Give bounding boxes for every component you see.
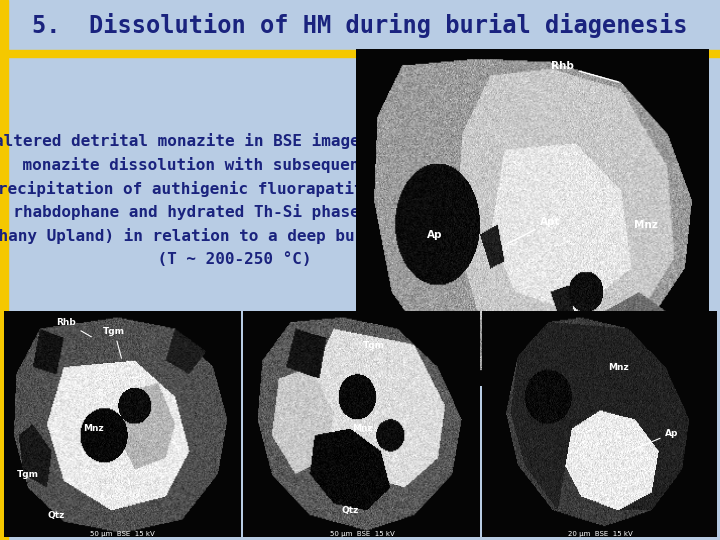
- Text: Qtz: Qtz: [48, 511, 65, 519]
- Text: Ap: Ap: [631, 429, 679, 450]
- Text: Tgm: Tgm: [103, 327, 125, 358]
- Text: Ap: Ap: [427, 230, 442, 240]
- Text: 20 μm  BSE  15 kV: 20 μm BSE 15 kV: [567, 531, 632, 537]
- Text: 50 μm  BSE  15 kV: 50 μm BSE 15 kV: [90, 531, 155, 537]
- Text: Mnz: Mnz: [351, 424, 372, 434]
- Text: Mnz: Mnz: [608, 363, 629, 372]
- Text: 5.  Dissolution of HM during burial diagenesis: 5. Dissolution of HM during burial diage…: [32, 14, 688, 38]
- Text: Rhb: Rhb: [56, 318, 91, 337]
- Text: Apt: Apt: [508, 217, 561, 244]
- Text: Qtz: Qtz: [341, 506, 359, 515]
- Text: Tgm: Tgm: [363, 341, 384, 349]
- Text: altered detrital monazite in BSE image
    monazite dissolution with subsequent
: altered detrital monazite in BSE image m…: [0, 133, 393, 267]
- Text: 50 μm  BSE  15 kV: 50 μm BSE 15 kV: [498, 373, 568, 382]
- Bar: [0, 50, 720, 57]
- Text: Mnz: Mnz: [84, 424, 104, 434]
- Bar: [0, 0, 8, 540]
- Text: Mnz: Mnz: [634, 220, 658, 229]
- Text: Rhb: Rhb: [551, 62, 618, 82]
- Text: 50 μm  BSE  15 kV: 50 μm BSE 15 kV: [330, 531, 395, 537]
- Text: Tgm: Tgm: [17, 470, 39, 479]
